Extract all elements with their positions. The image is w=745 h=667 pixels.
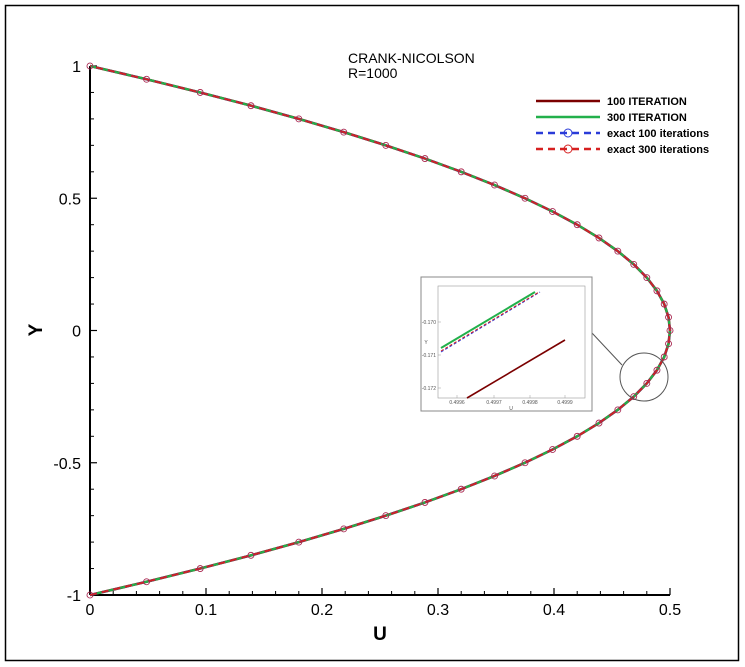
data-point	[86, 62, 94, 70]
y-tick-label: -0.5	[53, 456, 81, 473]
x-ticks: 0 0.1 0.2 0.3 0.4 0.5	[86, 588, 681, 619]
data-point	[382, 512, 390, 520]
inset-y-label: Y	[424, 340, 428, 346]
data-point	[295, 538, 303, 546]
legend-label-4: exact 300 iterations	[607, 144, 709, 156]
data-point	[196, 565, 204, 572]
data-point	[630, 260, 638, 268]
inset-x-tick-label: 0.4997	[486, 400, 502, 406]
data-point	[549, 446, 556, 453]
data-point	[491, 472, 498, 480]
data-point	[665, 313, 672, 321]
inset-ticks: 0.4996 0.4997 0.4998 0.4999 -0.170 -0.171 -0.1…	[422, 320, 573, 412]
y-tick-label: 1	[72, 59, 81, 76]
annotation-reynolds: R=1000	[348, 65, 398, 81]
data-point	[295, 115, 303, 123]
x-axis-title: U	[373, 624, 387, 645]
inset-x-tick-label: 0.4999	[557, 400, 573, 406]
inset-y-tick-label: -0.170	[422, 320, 436, 326]
y-tick-label: 0.5	[59, 191, 81, 208]
data-point	[247, 551, 255, 559]
legend-marker	[563, 128, 573, 138]
data-point	[521, 459, 529, 467]
inset-y-tick-label: -0.172	[422, 386, 436, 392]
data-point	[247, 102, 255, 110]
x-tick-label: 0.1	[195, 602, 217, 619]
series-line-4	[89, 65, 671, 596]
y-tick-label: -1	[67, 588, 81, 605]
data-point	[143, 75, 150, 83]
legend-label-3: exact 100 iterations	[607, 128, 709, 140]
y-ticks: -1 -0.5 0 0.5 1	[53, 59, 97, 605]
data-point	[196, 89, 204, 96]
zoom-circle	[619, 352, 669, 402]
data-point	[573, 221, 581, 229]
data-point	[491, 181, 498, 189]
data-point	[595, 419, 603, 427]
annotation-method: CRANK-NICOLSON	[348, 50, 475, 66]
x-tick-label: 0	[86, 602, 95, 619]
data-point	[382, 141, 390, 149]
data-point	[614, 406, 622, 414]
data-point	[653, 366, 661, 374]
data-point	[340, 525, 348, 533]
inset-line-100-iteration	[466, 339, 566, 399]
data-point	[643, 379, 651, 387]
inset-line-300-iteration	[440, 291, 536, 349]
data-point	[653, 287, 661, 295]
inset-plot: 0.4996 0.4997 0.4998 0.4999 -0.170 -0.171 -0.1…	[420, 276, 593, 412]
inset-axes-box	[437, 285, 586, 399]
data-point	[421, 499, 429, 506]
data-point	[660, 353, 668, 361]
data-point	[421, 155, 429, 162]
legend: 100 ITERATION 300 ITERATION exact 100 iter…	[536, 96, 709, 156]
data-point	[457, 485, 465, 493]
inset-y-tick-label: -0.171	[422, 353, 436, 359]
data-point	[86, 591, 94, 599]
zoom-connector	[591, 332, 623, 366]
x-tick-label: 0.3	[427, 602, 449, 619]
data-point	[666, 327, 674, 334]
data-point	[595, 234, 603, 242]
data-point	[643, 274, 651, 282]
data-point	[457, 168, 465, 176]
data-point	[340, 128, 348, 136]
data-point	[573, 432, 581, 440]
data-point	[665, 340, 672, 348]
legend-label-1: 100 ITERATION	[607, 96, 687, 108]
y-axis-title: Y	[26, 323, 47, 336]
data-point	[660, 300, 668, 308]
inset-x-tick-label: 0.4996	[449, 400, 465, 406]
figure-frame	[4, 4, 740, 662]
inset-line-exact-100	[440, 291, 541, 353]
data-point	[549, 208, 556, 215]
x-tick-label: 0.5	[659, 602, 681, 619]
x-tick-label: 0.4	[543, 602, 565, 619]
legend-marker	[563, 144, 573, 154]
x-tick-label: 0.2	[311, 602, 333, 619]
inset-x-tick-label: 0.4998	[522, 400, 538, 406]
data-point	[143, 578, 150, 586]
zoom-callout	[591, 332, 669, 402]
y-tick-label: 0	[72, 324, 81, 341]
inset-line-exact-300	[440, 291, 540, 352]
inset-x-label: U	[509, 406, 513, 412]
series-layer	[86, 62, 674, 599]
data-point	[614, 247, 622, 255]
legend-label-2: 300 ITERATION	[607, 112, 687, 124]
data-point	[521, 194, 529, 202]
